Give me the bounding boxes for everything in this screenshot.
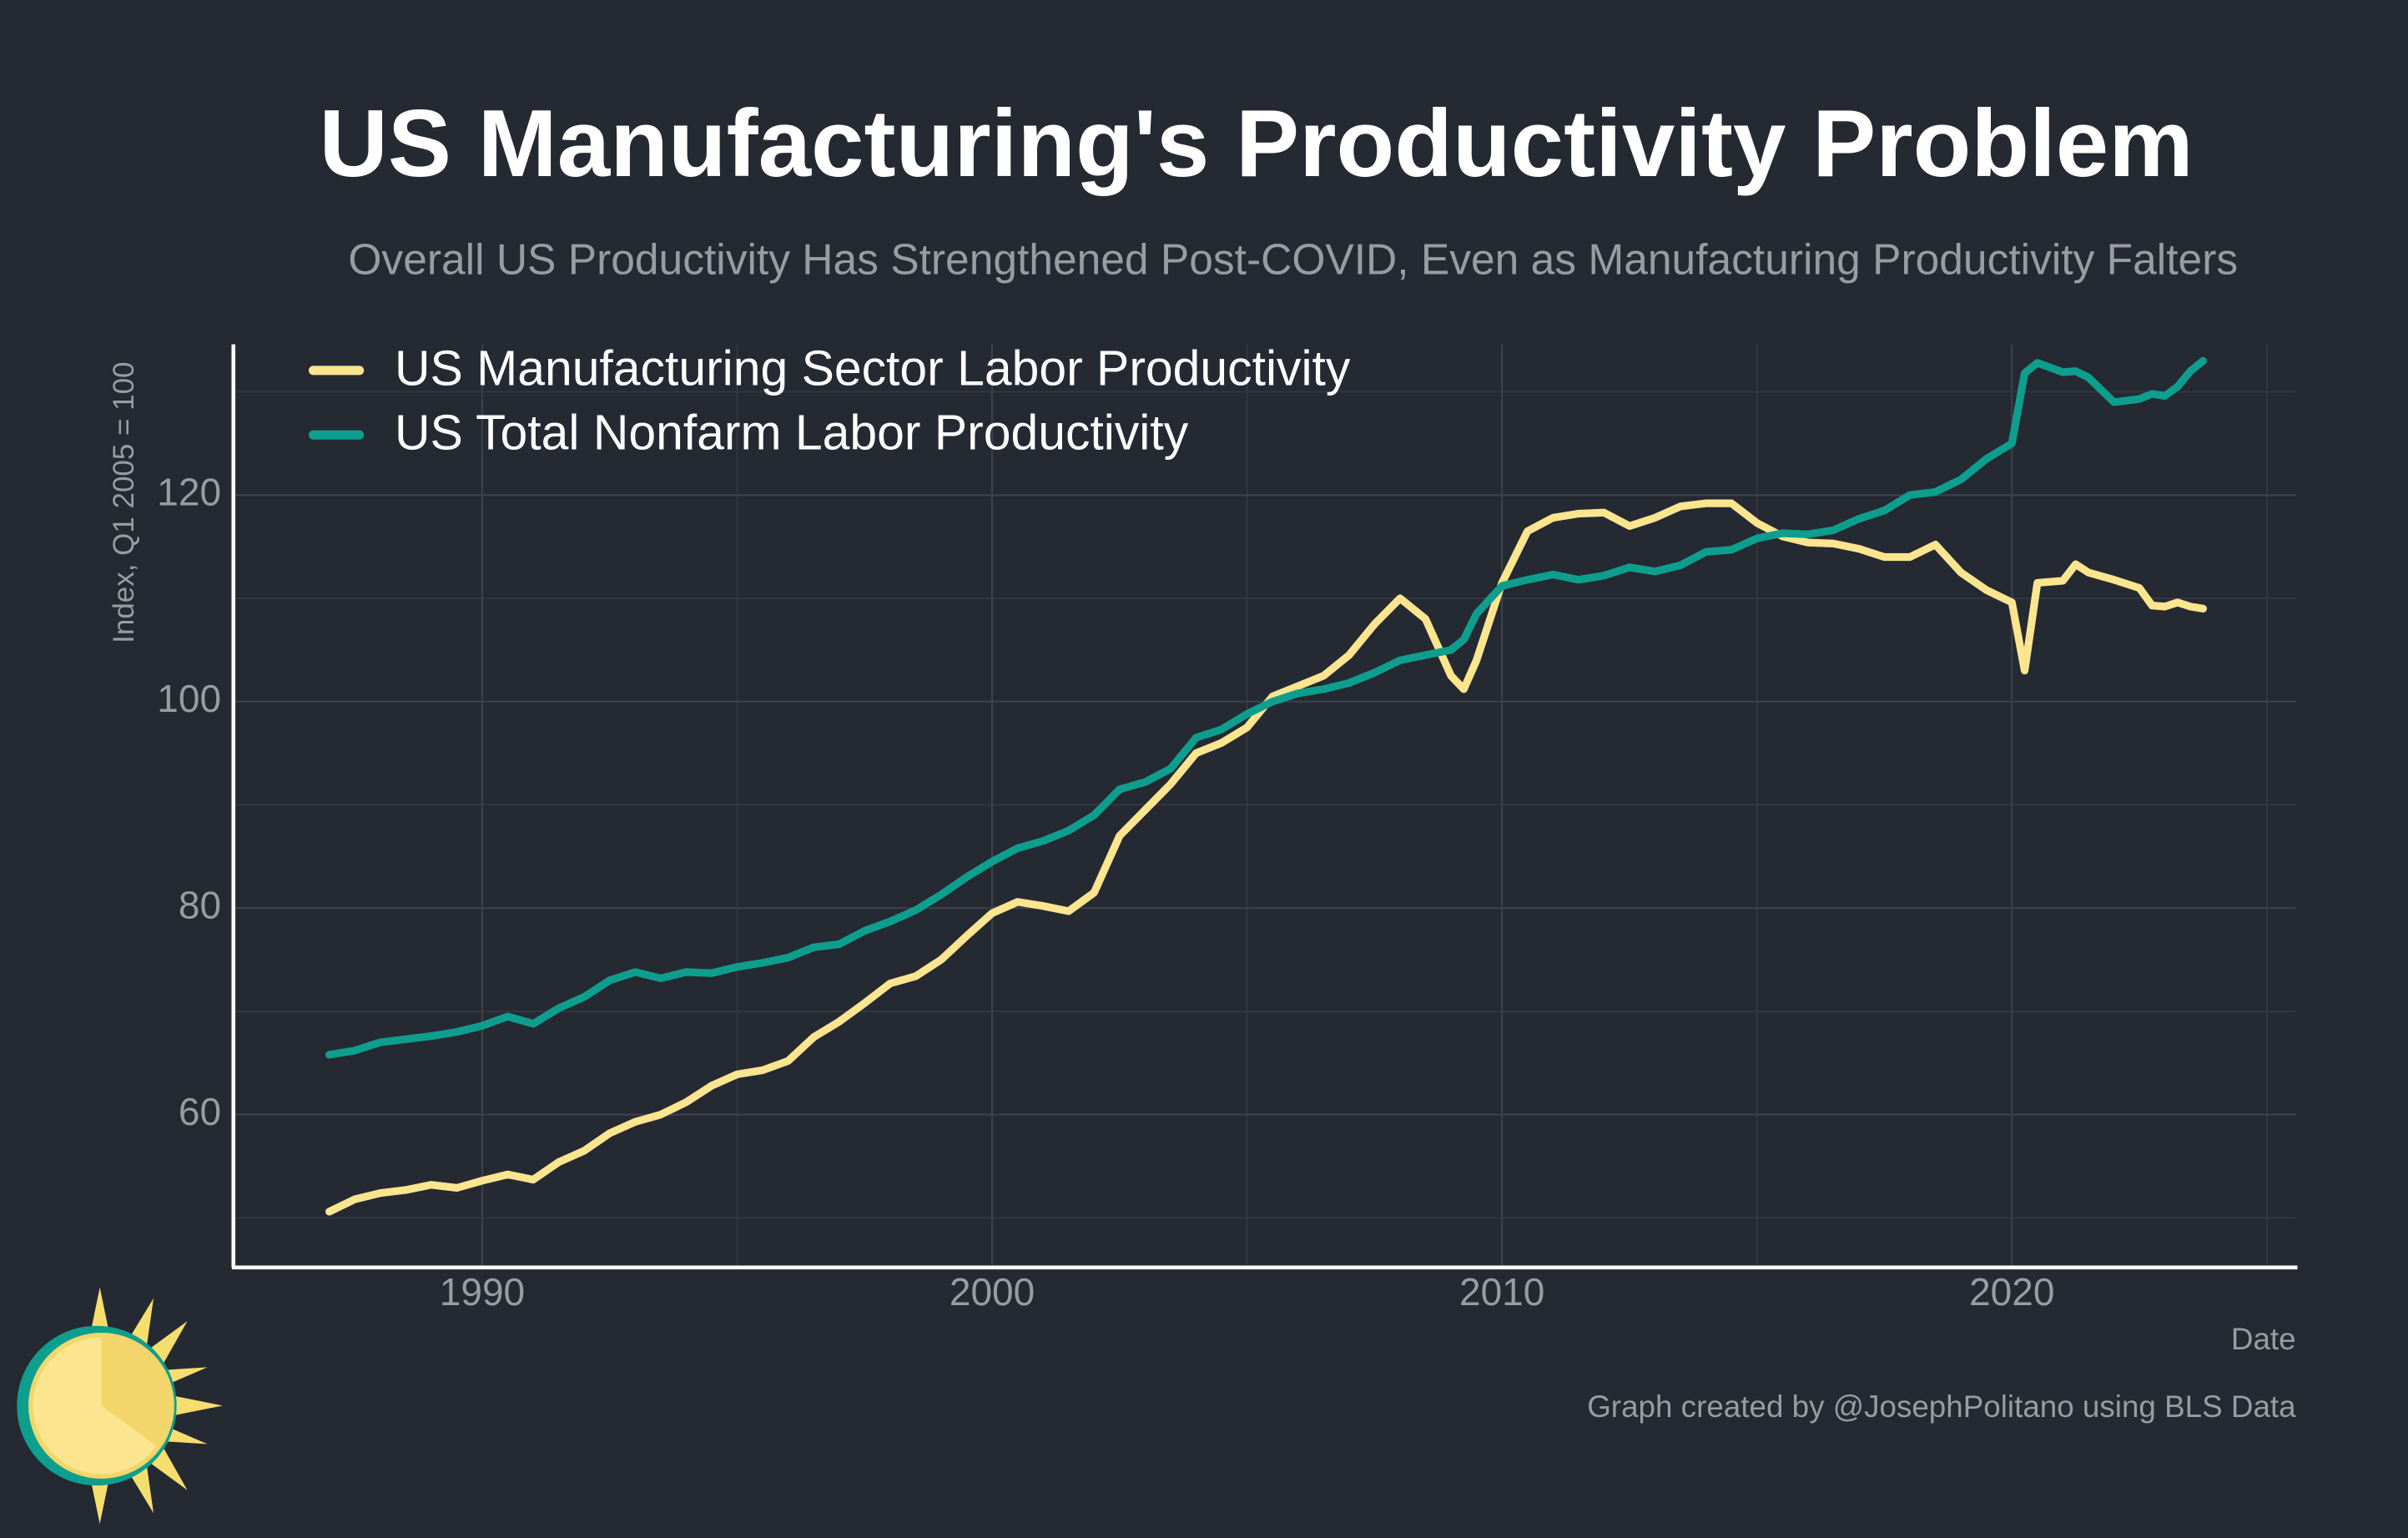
x-tick-label: 2000 (950, 1270, 1035, 1314)
caption: Graph created by @JosephPolitano using B… (1587, 1389, 2296, 1424)
logo-shade (101, 1334, 172, 1448)
x-tick-label: 2020 (1969, 1270, 2054, 1314)
x-tick-label: 2010 (1459, 1270, 1544, 1314)
grid (233, 344, 2296, 1268)
y-tick-label: 120 (157, 470, 221, 513)
y-tick-label: 80 (179, 883, 221, 926)
y-axis-label: Index, Q1 2005 = 100 (108, 361, 140, 643)
legend: US Manufacturing Sector Labor Productivi… (308, 341, 1351, 461)
lines (325, 356, 2208, 1216)
series-line (325, 499, 2208, 1216)
legend-label: US Manufacturing Sector Labor Productivi… (395, 341, 1351, 396)
chart-subtitle: Overall US Productivity Has Strengthened… (348, 235, 2238, 284)
legend-label: US Total Nonfarm Labor Productivity (395, 406, 1189, 461)
y-tick-label: 60 (179, 1090, 221, 1133)
series-line (325, 356, 2208, 1059)
x-axis-label: Date (2231, 1322, 2296, 1356)
logo (17, 1287, 223, 1525)
y-tick-label: 100 (157, 677, 221, 720)
chart-title: US Manufacturing's Productivity Problem (319, 91, 2193, 197)
x-tick-label: 1990 (440, 1270, 525, 1314)
logo-ray (169, 1394, 223, 1417)
